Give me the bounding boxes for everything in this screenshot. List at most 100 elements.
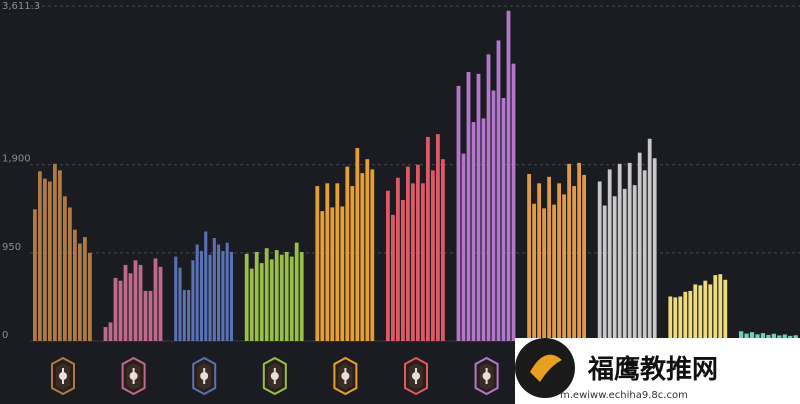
bar bbox=[128, 273, 133, 341]
category-icons bbox=[51, 356, 499, 396]
bar bbox=[466, 71, 471, 341]
bar bbox=[143, 290, 148, 341]
bar bbox=[642, 170, 647, 341]
bar bbox=[289, 256, 294, 341]
bar bbox=[652, 158, 657, 341]
bar-group-5 bbox=[315, 148, 375, 341]
bar bbox=[284, 251, 289, 341]
bar bbox=[668, 296, 673, 341]
bar bbox=[456, 85, 461, 342]
bar bbox=[182, 289, 186, 341]
bar bbox=[355, 148, 360, 341]
bar bbox=[274, 250, 279, 341]
bar bbox=[739, 331, 744, 341]
bar bbox=[38, 171, 42, 341]
bar bbox=[713, 275, 718, 341]
bar-group-7 bbox=[456, 10, 516, 342]
bar bbox=[673, 297, 678, 341]
watermark-text: 福鹰教推网 bbox=[587, 354, 718, 385]
bar bbox=[279, 254, 284, 341]
y-axis-ticks: 0 950 1,900 3,611.3 bbox=[2, 1, 40, 341]
bar bbox=[103, 327, 108, 341]
bar bbox=[191, 260, 195, 341]
bar-group-3 bbox=[174, 231, 233, 341]
bar bbox=[572, 186, 576, 341]
bar bbox=[506, 10, 511, 341]
bar bbox=[602, 205, 607, 341]
hood-emblem-icon bbox=[262, 356, 287, 396]
bar bbox=[760, 333, 766, 341]
bar bbox=[158, 266, 163, 341]
bar bbox=[113, 277, 118, 341]
bar bbox=[204, 231, 208, 341]
watermark: 福鹰教推网 m.ewiww.echiha9.8c.com bbox=[515, 338, 800, 404]
bar bbox=[749, 332, 755, 341]
bar bbox=[622, 188, 627, 341]
bar bbox=[264, 248, 269, 341]
bar bbox=[491, 90, 496, 341]
grid-lines bbox=[30, 5, 800, 342]
bar bbox=[693, 284, 698, 341]
bar bbox=[133, 260, 138, 341]
bar bbox=[421, 183, 425, 341]
bar-group-10 bbox=[668, 274, 728, 341]
bar bbox=[195, 244, 199, 341]
bar bbox=[542, 208, 546, 341]
watermark-url: m.ewiww.echiha9.8c.com bbox=[560, 390, 688, 401]
bar bbox=[496, 40, 501, 341]
bar bbox=[537, 183, 541, 341]
bar bbox=[199, 251, 203, 341]
bar-group-9 bbox=[597, 138, 657, 341]
bar bbox=[771, 333, 776, 341]
bar bbox=[411, 183, 415, 341]
bar bbox=[365, 159, 370, 341]
flame-emblem-icon bbox=[404, 356, 428, 396]
bar bbox=[426, 136, 430, 341]
bar bbox=[755, 334, 760, 341]
bar bbox=[766, 334, 771, 341]
bar bbox=[441, 159, 445, 341]
bar bbox=[703, 280, 708, 341]
bar bbox=[501, 97, 506, 342]
bar bbox=[557, 183, 561, 341]
bar bbox=[683, 291, 688, 341]
bar bbox=[547, 176, 551, 341]
bar bbox=[527, 174, 531, 341]
bar bbox=[178, 267, 182, 341]
bar bbox=[607, 169, 612, 341]
bar bbox=[73, 229, 77, 341]
bar bbox=[299, 251, 304, 341]
bar bbox=[532, 203, 536, 341]
bar bbox=[391, 214, 395, 341]
bar bbox=[562, 194, 566, 341]
bar-group-8 bbox=[527, 162, 586, 341]
eye-emblem-icon bbox=[121, 356, 146, 396]
bar bbox=[68, 207, 72, 341]
bar bbox=[416, 164, 420, 341]
bar bbox=[53, 163, 57, 341]
watermark-flame-icon bbox=[530, 354, 562, 382]
bar bbox=[552, 204, 556, 341]
bar bbox=[153, 258, 158, 341]
bar bbox=[108, 322, 113, 341]
bar bbox=[335, 183, 340, 341]
bar bbox=[360, 173, 365, 341]
bar bbox=[723, 279, 728, 341]
bar bbox=[678, 296, 683, 341]
bar bbox=[396, 177, 400, 341]
bar bbox=[118, 280, 123, 341]
bar bbox=[436, 134, 440, 341]
bar bbox=[567, 163, 571, 341]
bar bbox=[476, 73, 481, 341]
bar bbox=[637, 152, 642, 341]
bar-group-6 bbox=[386, 134, 445, 341]
bar bbox=[401, 200, 405, 341]
bar bbox=[58, 170, 62, 341]
bar bbox=[627, 162, 632, 341]
bar bbox=[269, 259, 274, 341]
bar bbox=[229, 251, 233, 341]
bar-group-4 bbox=[244, 242, 304, 341]
bar bbox=[577, 162, 581, 341]
bar bbox=[315, 186, 320, 341]
bar bbox=[249, 268, 254, 341]
